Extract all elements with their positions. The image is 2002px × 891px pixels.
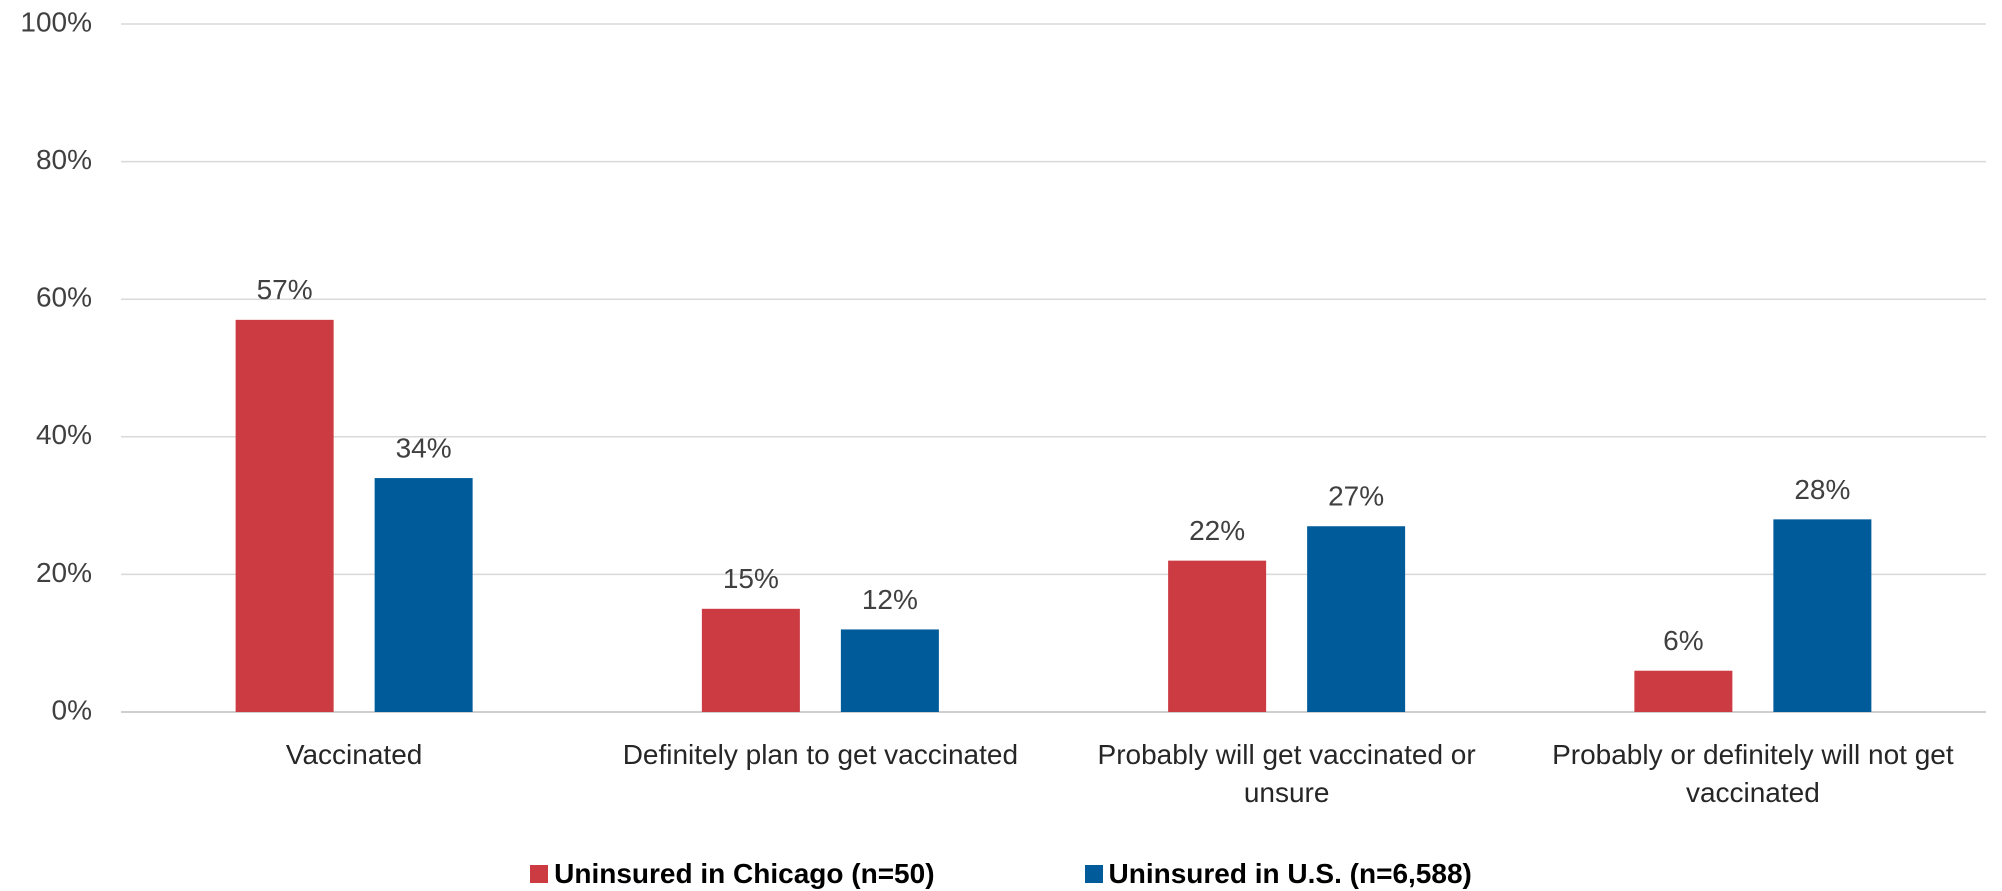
y-tick-label: 80% <box>36 144 92 175</box>
data-label: 28% <box>1794 474 1850 505</box>
bar <box>374 478 473 712</box>
data-label: 57% <box>257 274 313 305</box>
bar <box>235 319 334 712</box>
data-label: 22% <box>1189 515 1245 546</box>
legend-item: Uninsured in U.S. (n=6,588) <box>1084 858 1472 890</box>
y-tick-label: 100% <box>20 6 92 37</box>
data-label: 15% <box>723 563 779 594</box>
bar <box>1773 519 1872 712</box>
x-tick-label: Probably or definitely will not get vacc… <box>1552 739 1954 808</box>
bar <box>840 629 939 712</box>
bar <box>1307 526 1406 712</box>
legend-swatch <box>1084 865 1103 883</box>
data-label: 34% <box>396 432 452 463</box>
data-label: 12% <box>862 584 918 615</box>
bar <box>1634 670 1733 712</box>
bar <box>1168 560 1267 712</box>
data-label: 6% <box>1663 625 1703 656</box>
bar <box>701 608 800 712</box>
y-tick-label: 40% <box>36 419 92 450</box>
legend-swatch <box>530 865 549 883</box>
x-tick-label: Probably will get vaccinated or unsure <box>1097 739 1476 808</box>
legend: Uninsured in Chicago (n=50) Uninsured in … <box>0 858 2002 890</box>
data-label: 27% <box>1328 481 1384 512</box>
y-tick-label: 20% <box>36 557 92 588</box>
y-tick-label: 60% <box>36 282 92 313</box>
x-tick-label: Vaccinated <box>285 739 423 770</box>
legend-label: Uninsured in Chicago (n=50) <box>554 858 935 889</box>
legend-label: Uninsured in U.S. (n=6,588) <box>1108 858 1472 889</box>
legend-item: Uninsured in Chicago (n=50) <box>530 858 935 890</box>
x-tick-label: Definitely plan to get vaccinated <box>622 739 1019 770</box>
y-tick-label: 0% <box>52 694 92 725</box>
